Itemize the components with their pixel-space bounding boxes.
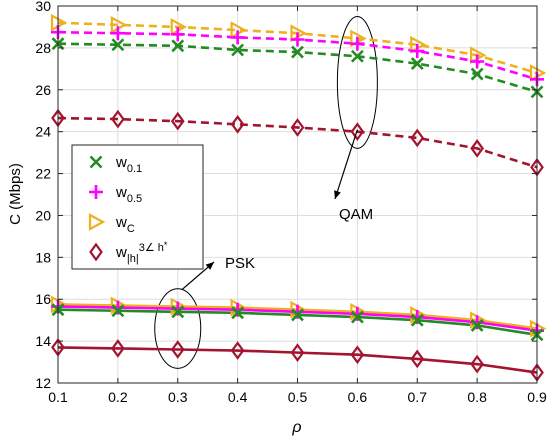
legend-marker <box>89 242 103 262</box>
legend-marker <box>89 185 103 199</box>
qam-data-point <box>470 139 484 158</box>
legend: w0.1 w0.5 wC w|h|3∠ h* <box>71 144 204 270</box>
y-tick-label: 30 <box>35 0 51 14</box>
qam-data-point <box>230 114 245 134</box>
qam-data-point <box>111 109 125 129</box>
x-tick-label: 0.4 <box>228 389 248 405</box>
x-axis-label: ρ <box>291 419 301 436</box>
qam-data-point <box>230 30 245 45</box>
qam-data-point <box>350 122 365 142</box>
x-tick-label: 0.1 <box>48 389 68 405</box>
y-tick-label: 20 <box>35 207 51 223</box>
annotations: QAM PSK <box>181 129 373 291</box>
qam-data-point <box>410 57 424 71</box>
annotation-arrowhead <box>205 262 214 270</box>
qam-series-line-3 <box>57 116 538 169</box>
psk-data-point <box>111 339 125 358</box>
legend-marker <box>89 155 103 169</box>
annotation-ellipses <box>154 15 378 369</box>
psk-data-point <box>410 349 425 369</box>
x-tick-label: 0.9 <box>527 389 547 405</box>
qam-data-point <box>110 26 125 41</box>
qam-data-point <box>170 111 185 131</box>
x-tick-label: 0.7 <box>408 389 428 405</box>
y-tick-label: 16 <box>35 291 51 307</box>
psk-data-point <box>410 313 424 327</box>
y-tick-label: 26 <box>35 82 51 98</box>
x-tick-label: 0.6 <box>348 389 368 405</box>
qam-data-point <box>350 36 365 51</box>
qam-data-point <box>470 54 485 69</box>
annotation-label: QAM <box>339 206 373 223</box>
annotation-arrowhead <box>334 190 341 199</box>
annotation-arrow <box>334 129 358 200</box>
x-tick-label: 0.5 <box>288 389 308 405</box>
x-tick-label: 0.3 <box>168 389 188 405</box>
qam-data-point <box>290 32 305 47</box>
qam-data-point <box>410 44 425 59</box>
qam-data-point <box>111 38 125 52</box>
qam-data-point <box>410 128 425 148</box>
legend-label: w0.5 <box>115 184 142 205</box>
y-tick-label: 12 <box>35 375 51 391</box>
psk-data-point <box>170 340 185 359</box>
psk-data-point <box>470 318 484 332</box>
x-tick-label: 0.2 <box>108 389 128 405</box>
legend-label: wC <box>115 214 135 235</box>
psk-data-point <box>350 310 364 324</box>
series-markers <box>50 13 547 382</box>
y-tick-label: 22 <box>35 166 51 182</box>
qam-data-point <box>171 39 185 53</box>
psk-data-point <box>290 343 305 362</box>
x-tick-label: 0.8 <box>467 389 487 405</box>
psk-data-point <box>291 308 304 322</box>
qam-data-point <box>470 67 484 81</box>
psk-data-point <box>171 305 185 319</box>
psk-data-point <box>231 306 245 320</box>
y-tick-label: 24 <box>35 124 51 140</box>
psk-data-point <box>230 341 245 360</box>
y-axis-label: C (Mbps) <box>7 163 24 225</box>
qam-data-point <box>291 45 304 59</box>
y-tick-label: 14 <box>35 333 51 349</box>
psk-data-point <box>111 304 125 318</box>
y-tick-label: 28 <box>35 40 51 56</box>
qam-data-point <box>290 118 305 137</box>
legend-label: w0.1 <box>115 154 142 175</box>
y-tick-label: 18 <box>35 249 51 265</box>
psk-data-point <box>350 345 365 365</box>
annotation-ellipse <box>336 15 378 149</box>
qam-data-point <box>231 43 245 57</box>
axis-ticks: 0.1 0.2 0.3 0.4 0.5 0.6 0.7 0.8 0.9 12 14 16 18 20 22 2… <box>35 0 547 405</box>
psk-series-line-3 <box>57 346 538 374</box>
legend-marker <box>88 213 106 231</box>
legend-label: w|h|3∠ h* <box>115 240 168 265</box>
qam-data-point <box>350 49 364 63</box>
annotation-label: PSK <box>225 255 255 272</box>
psk-data-point <box>470 354 484 374</box>
annotation-ellipse <box>154 288 202 369</box>
qam-data-point <box>170 27 185 42</box>
